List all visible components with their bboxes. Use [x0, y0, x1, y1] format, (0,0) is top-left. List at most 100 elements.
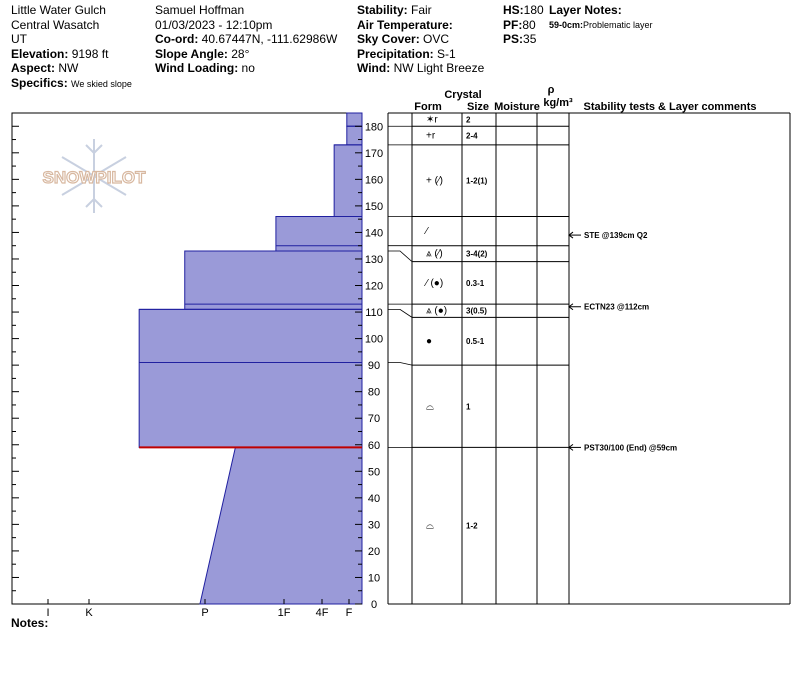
hs-value: 180	[523, 3, 544, 17]
precip-row: Precipitation: S-1	[357, 47, 484, 62]
layer-note-row: 59-0cm:Problematic layer	[549, 18, 653, 33]
y-tick-label: 120	[365, 281, 383, 293]
wind-label: Wind:	[357, 61, 391, 75]
hardness-tick-label: I	[46, 607, 49, 619]
y-tick-label: 10	[368, 572, 380, 584]
col-density-header: kg/m³	[543, 97, 573, 109]
slope-label: Slope Angle:	[155, 46, 228, 61]
test-arrow-head-0	[568, 231, 574, 239]
layer-note-depth: 59-0cm:	[549, 19, 584, 30]
col-crystal-header: Crystal	[444, 89, 481, 101]
header-mid: Samuel Hoffman 01/03/2023 - 12:10pm Co-o…	[155, 3, 337, 76]
header-hs: HS:180 PF:80 PS:35	[503, 3, 544, 47]
col-size-header: Size	[467, 101, 489, 113]
test-label-2: PST30/100 (End) @59cm	[584, 443, 677, 452]
y-tick-label: 60	[368, 440, 380, 452]
layer-size-1: 2-4	[466, 132, 478, 141]
layer-size-8: 1	[466, 402, 471, 411]
state: UT	[11, 32, 27, 46]
layer-size-9: 1-2	[466, 522, 478, 531]
specifics-value: We skied slope	[71, 78, 132, 89]
sky-row: Sky Cover: OVC	[357, 32, 484, 47]
layer-form-2: + (⁄)	[426, 176, 443, 187]
y-tick-label: 180	[365, 121, 383, 133]
precip-label: Precipitation:	[357, 46, 434, 61]
layer-form-7: ●	[426, 336, 432, 347]
hardness-layer-6	[199, 446, 363, 605]
hardness-layer-5	[138, 308, 363, 448]
layer-size-2: 1-2(1)	[466, 177, 488, 186]
elevation-label: Elevation:	[11, 46, 69, 61]
range: Central Wasatch	[11, 17, 100, 32]
y-tick-label: 130	[365, 254, 383, 266]
ps-row: PS:35	[503, 32, 544, 47]
hardness-tick-label: 1F	[278, 607, 291, 619]
hs-row: HS:180	[503, 3, 544, 18]
hardness-tick-label: F	[346, 607, 353, 619]
layer-form-4: ⩓ (⁄)	[426, 249, 443, 260]
hs-label: HS:	[503, 3, 524, 17]
precip-value: S-1	[437, 46, 456, 61]
specifics-label: Specifics:	[11, 75, 68, 90]
layer-size-7: 0.5-1	[466, 337, 485, 346]
col-form-header: Form	[414, 101, 442, 113]
elevation-row: Elevation: 9198 ft	[11, 47, 132, 62]
y-tick-label: 150	[365, 201, 383, 213]
test-label-1: ECTN23 @112cm	[584, 303, 649, 312]
air-temp-label: Air Temperature:	[357, 17, 453, 32]
layer-size-5: 0.3-1	[466, 279, 485, 288]
y-tick-label: 90	[368, 360, 380, 372]
layer-size-6: 3(0.5)	[466, 307, 487, 316]
elevation-value: 9198 ft	[71, 46, 109, 61]
layer-note-text: Problematic layer	[583, 19, 653, 30]
location: Little Water Gulch	[11, 3, 106, 17]
y-tick-label: 100	[365, 334, 383, 346]
slope-row: Slope Angle: 28°	[155, 47, 337, 62]
interface-connector	[388, 308, 413, 318]
y-tick-label: 170	[365, 148, 383, 160]
pf-value: 80	[522, 17, 536, 32]
col-comments-header: Stability tests & Layer comments	[583, 101, 756, 113]
layer-form-1: +r	[426, 131, 436, 142]
ps-label: PS:	[503, 32, 524, 46]
test-arrow-head-1	[568, 303, 574, 311]
stability-label: Stability:	[357, 3, 408, 17]
specifics-row: Specifics: We skied slope	[11, 76, 132, 92]
y-tick-label: 140	[365, 227, 383, 239]
sky-label: Sky Cover:	[357, 32, 420, 46]
aspect-value: NW	[58, 61, 79, 75]
coord-value: 40.67447N, -111.62986W	[201, 32, 338, 46]
hardness-tick-label: 4F	[316, 607, 329, 619]
wind-loading-row: Wind Loading: no	[155, 61, 337, 76]
aspect-label: Aspect:	[11, 61, 56, 75]
layer-form-9: ⌓	[426, 521, 434, 532]
interface-connector	[388, 250, 413, 262]
y-tick-label: 40	[368, 493, 380, 505]
notes-label: Notes:	[11, 616, 49, 630]
layer-form-5: ⁄ (●)	[423, 278, 443, 289]
stability-value: Fair	[411, 3, 432, 17]
air-temp-row: Air Temperature:	[357, 18, 484, 33]
layer-size-0: 2	[466, 116, 471, 125]
col-rho-header: ρ	[548, 84, 555, 96]
pf-row: PF:80	[503, 18, 544, 33]
layer-form-8: ⌓	[426, 401, 434, 412]
y-tick-label: 160	[365, 174, 383, 186]
observer: Samuel Hoffman	[155, 3, 245, 17]
layer-form-0: ✶r	[426, 115, 438, 126]
layer-notes-label: Layer Notes:	[549, 3, 622, 17]
pf-label: PF:	[503, 17, 523, 32]
y-tick-label: 30	[368, 519, 380, 531]
sky-value: OVC	[423, 32, 450, 46]
layer-notes: Layer Notes: 59-0cm:Problematic layer	[549, 3, 653, 32]
wind-row: Wind: NW Light Breeze	[357, 61, 484, 76]
layer-form-3: ⁄	[423, 226, 429, 237]
ps-value: 35	[523, 32, 537, 46]
logo-text: SNOWPILOT	[43, 168, 147, 187]
hardness-tick-label: P	[201, 607, 208, 619]
hardness-layer-4	[184, 250, 363, 310]
header-right: Stability: Fair Air Temperature: Sky Cov…	[357, 3, 484, 76]
y-tick-label: 110	[365, 307, 383, 319]
y-tick-label: 80	[368, 387, 380, 399]
y-tick-label: 20	[368, 546, 380, 558]
